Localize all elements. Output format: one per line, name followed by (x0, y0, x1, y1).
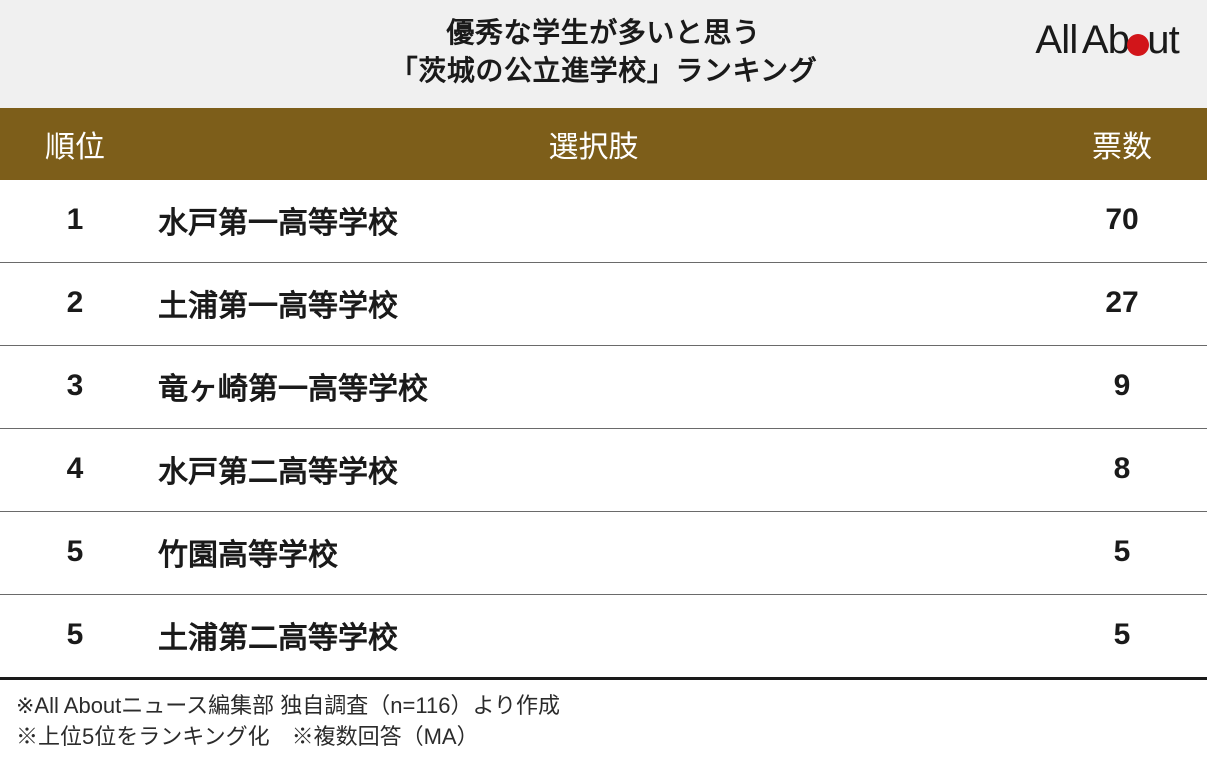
cell-rank: 1 (0, 180, 150, 263)
table-row: 1 水戸第一高等学校 70 (0, 180, 1207, 263)
cell-label: 土浦第二高等学校 (150, 594, 1037, 678)
ranking-table: 順位 選択肢 票数 1 水戸第一高等学校 70 2 土浦第一高等学校 27 3 … (0, 108, 1207, 680)
brand-text-ut: ut (1147, 18, 1179, 63)
cell-votes: 27 (1037, 262, 1207, 345)
cell-votes: 9 (1037, 345, 1207, 428)
table-body: 1 水戸第一高等学校 70 2 土浦第一高等学校 27 3 竜ヶ崎第一高等学校 … (0, 180, 1207, 679)
footnote-line-2: ※上位5位をランキング化 ※複数回答（MA） (16, 721, 1191, 753)
brand-logo: All Ab ut (1035, 18, 1179, 63)
col-rank: 順位 (0, 108, 150, 180)
brand-dot-icon (1127, 34, 1149, 56)
cell-votes: 5 (1037, 594, 1207, 678)
table-row: 5 竹園高等学校 5 (0, 511, 1207, 594)
footnote-line-1: ※All Aboutニュース編集部 独自調査（n=116）より作成 (16, 690, 1191, 722)
table-row: 2 土浦第一高等学校 27 (0, 262, 1207, 345)
col-votes: 票数 (1037, 108, 1207, 180)
col-label: 選択肢 (150, 108, 1037, 180)
page-root: 優秀な学生が多いと思う 「茨城の公立進学校」ランキング All Ab ut 順位… (0, 0, 1207, 777)
title-line-1: 優秀な学生が多いと思う (24, 14, 1183, 52)
cell-rank: 5 (0, 511, 150, 594)
footnotes: ※All Aboutニュース編集部 独自調査（n=116）より作成 ※上位5位を… (0, 680, 1207, 777)
cell-label: 水戸第二高等学校 (150, 428, 1037, 511)
table-row: 5 土浦第二高等学校 5 (0, 594, 1207, 678)
cell-rank: 3 (0, 345, 150, 428)
cell-rank: 2 (0, 262, 150, 345)
cell-label: 土浦第一高等学校 (150, 262, 1037, 345)
title-line-2: 「茨城の公立進学校」ランキング (24, 52, 1183, 90)
cell-votes: 8 (1037, 428, 1207, 511)
cell-votes: 5 (1037, 511, 1207, 594)
title-bar: 優秀な学生が多いと思う 「茨城の公立進学校」ランキング All Ab ut (0, 0, 1207, 108)
table-row: 4 水戸第二高等学校 8 (0, 428, 1207, 511)
table-row: 3 竜ヶ崎第一高等学校 9 (0, 345, 1207, 428)
cell-label: 水戸第一高等学校 (150, 180, 1037, 263)
cell-rank: 5 (0, 594, 150, 678)
brand-text-ab: Ab (1082, 18, 1129, 63)
cell-rank: 4 (0, 428, 150, 511)
cell-label: 竹園高等学校 (150, 511, 1037, 594)
brand-text-all: All (1035, 18, 1077, 63)
cell-label: 竜ヶ崎第一高等学校 (150, 345, 1037, 428)
table-head-row: 順位 選択肢 票数 (0, 108, 1207, 180)
cell-votes: 70 (1037, 180, 1207, 263)
